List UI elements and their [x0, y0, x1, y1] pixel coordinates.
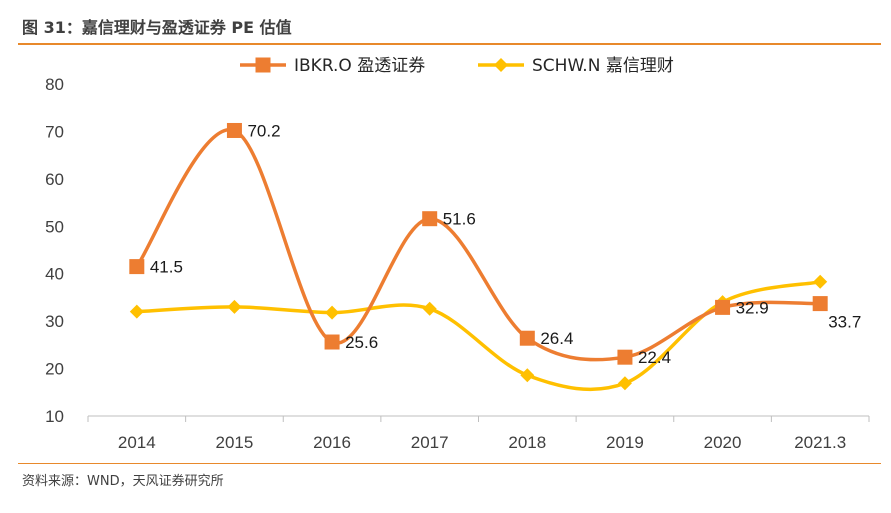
- x-tick-label: 2017: [411, 433, 449, 452]
- schw-point: [325, 305, 340, 320]
- ibkr-data-label: 70.2: [247, 121, 280, 140]
- ibkr-point: [812, 296, 828, 312]
- ibkr-point: [519, 330, 535, 346]
- x-tick-label: 2015: [216, 433, 254, 452]
- header-rule: [18, 43, 881, 45]
- x-tick-label: 2020: [704, 433, 742, 452]
- schw-point: [129, 304, 144, 319]
- y-tick-label: 10: [45, 407, 64, 426]
- y-tick-label: 50: [45, 217, 64, 236]
- ibkr-point: [129, 259, 145, 275]
- schw-point: [813, 274, 828, 289]
- ibkr-legend-marker: [255, 57, 271, 73]
- footer-rule: [18, 463, 881, 464]
- ibkr-data-label: 26.4: [540, 329, 573, 348]
- ibkr-point: [422, 211, 438, 227]
- ibkr-data-label: 32.9: [736, 298, 769, 317]
- y-tick-label: 30: [45, 312, 64, 331]
- ibkr-data-label: 51.6: [443, 210, 476, 229]
- y-tick-label: 40: [45, 265, 64, 284]
- source-note: 资料来源：WND，天风证券研究所: [22, 474, 224, 489]
- ibkr-legend-label: IBKR.O 盈透证券: [294, 56, 425, 76]
- x-tick-label: 2021.3: [794, 433, 846, 452]
- y-tick-label: 70: [45, 122, 64, 141]
- chart-header: 图 31：嘉信理财与盈透证券 PE 估值: [0, 0, 891, 45]
- ibkr-data-label: 41.5: [150, 258, 183, 277]
- schw-point: [422, 301, 437, 316]
- y-tick-label: 60: [45, 170, 64, 189]
- schw-legend-marker: [494, 58, 508, 72]
- ibkr-point: [324, 334, 340, 350]
- x-tick-label: 2019: [606, 433, 644, 452]
- y-tick-label: 80: [45, 75, 64, 94]
- x-tick-label: 2018: [508, 433, 546, 452]
- y-tick-label: 20: [45, 360, 64, 379]
- schw-point: [520, 368, 535, 383]
- schw-point: [617, 376, 632, 391]
- ibkr-point: [226, 122, 242, 138]
- schw-legend-label: SCHW.N 嘉信理财: [532, 56, 674, 76]
- x-tick-label: 2014: [118, 433, 156, 452]
- ibkr-point: [617, 349, 633, 365]
- ibkr-data-label: 22.4: [638, 348, 671, 367]
- schw-point: [227, 299, 242, 314]
- ibkr-series-line: [135, 128, 821, 362]
- x-tick-label: 2016: [313, 433, 351, 452]
- ibkr-data-label: 25.6: [345, 333, 378, 352]
- chart-title: 图 31：嘉信理财与盈透证券 PE 估值: [22, 18, 292, 37]
- schw-series-line: [136, 280, 821, 392]
- ibkr-data-label: 33.7: [828, 313, 861, 332]
- ibkr-point: [715, 299, 731, 315]
